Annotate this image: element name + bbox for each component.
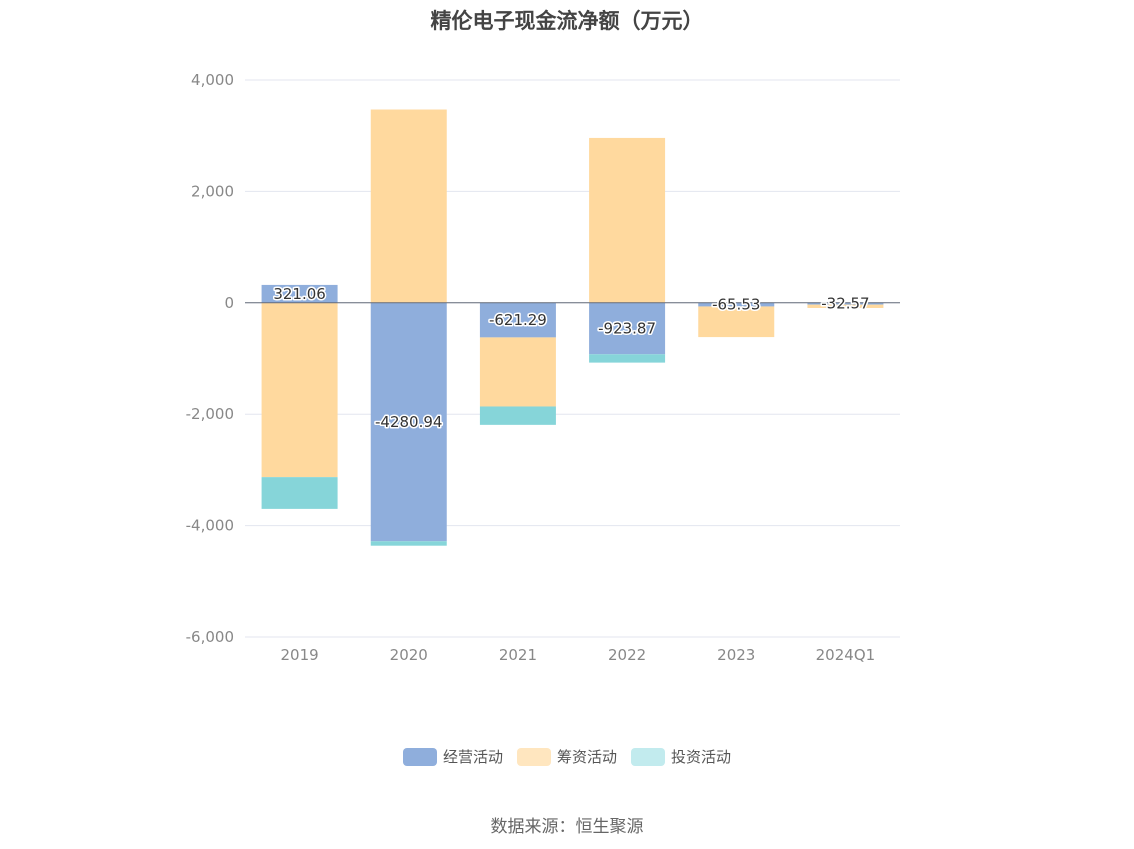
legend-label-operating: 经营活动 <box>442 748 503 766</box>
y-tick-label: -4,000 <box>186 517 234 535</box>
bar-financing-2024Q1[interactable] <box>807 304 884 308</box>
x-tick-label: 2021 <box>499 646 537 664</box>
y-tick-label: 2,000 <box>191 182 234 200</box>
data-label-operating: 321.06 <box>273 285 326 303</box>
legend-label-financing: 筹资活动 <box>556 748 617 766</box>
data-label-operating: -621.29 <box>489 311 547 329</box>
bar-investing-2022[interactable] <box>589 354 666 363</box>
x-tick-label: 2022 <box>608 646 646 664</box>
bar-operating-2020[interactable] <box>370 302 447 542</box>
legend: 经营活动 筹资活动 投资活动 <box>0 746 1134 767</box>
legend-swatch-investing <box>631 747 665 766</box>
bar-investing-2019[interactable] <box>261 477 338 509</box>
y-tick-label: -6,000 <box>186 628 234 646</box>
bar-operating-2023[interactable] <box>698 302 775 307</box>
bar-investing-2021[interactable] <box>479 406 556 425</box>
legend-item-financing[interactable]: 筹资活动 <box>516 746 617 767</box>
bar-financing-2021[interactable] <box>479 337 556 407</box>
legend-swatch-operating <box>402 747 437 766</box>
y-tick-label: 4,000 <box>191 71 234 89</box>
data-label-operating: -923.87 <box>598 320 656 338</box>
bar-financing-2019[interactable] <box>261 302 338 478</box>
data-label-operating: -4280.94 <box>375 413 442 431</box>
data-source: 数据来源：恒生聚源 <box>490 817 644 837</box>
bar-operating-2019[interactable] <box>261 284 338 303</box>
legend-swatch-financing <box>516 747 551 766</box>
bar-operating-2021[interactable] <box>479 302 556 338</box>
bar-investing-2020[interactable] <box>370 541 447 546</box>
legend-item-investing[interactable]: 投资活动 <box>631 746 731 767</box>
legend-label-investing: 投资活动 <box>671 748 732 766</box>
y-tick-label: -2,000 <box>186 405 234 423</box>
data-label-operating: -32.57 <box>821 295 869 313</box>
bar-financing-2023[interactable] <box>698 306 775 338</box>
x-tick-label: 2020 <box>390 646 428 664</box>
data-label-operating: -65.53 <box>712 296 760 314</box>
chart-title: 精伦电子现金流净额（万元） <box>430 9 704 33</box>
x-tick-label: 2023 <box>717 646 755 664</box>
x-tick-label: 2019 <box>280 646 318 664</box>
y-tick-label: 0 <box>224 294 234 312</box>
bar-financing-2022[interactable] <box>589 137 666 303</box>
bar-financing-2020[interactable] <box>370 109 447 303</box>
x-tick-label: 2024Q1 <box>816 646 876 664</box>
bar-operating-2022[interactable] <box>589 302 666 355</box>
bar-operating-2024Q1[interactable] <box>807 302 884 305</box>
legend-item-operating[interactable]: 经营活动 <box>402 746 503 767</box>
